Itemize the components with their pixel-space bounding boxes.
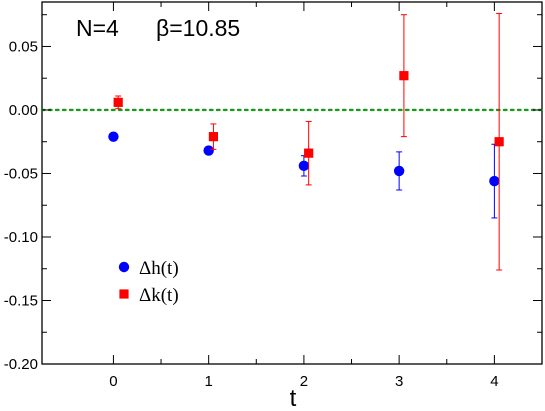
- legend-label-0: Δh(t): [139, 258, 179, 279]
- y-tick-label-3: -0.05: [4, 165, 38, 182]
- title-n: N=4: [76, 15, 119, 41]
- title-beta: β=10.85: [156, 15, 240, 41]
- x-axis-title: t: [290, 385, 297, 411]
- x-tick-label-3: 3: [395, 373, 403, 390]
- x-tick-label-2: 2: [300, 373, 308, 390]
- series-0: [108, 131, 500, 219]
- legend-marker-1: [119, 289, 129, 299]
- y-tick-label-0: -0.20: [4, 356, 38, 373]
- y-tick-label-4: 0.00: [9, 102, 38, 119]
- plot-frame: [41, 1, 543, 365]
- legend-label-1: Δk(t): [139, 285, 179, 306]
- y-tick-label-2: -0.10: [4, 229, 38, 246]
- series-0-point-4: [489, 175, 500, 187]
- series-1-point-4: [494, 137, 504, 147]
- x-tick-label-0: 0: [109, 373, 117, 390]
- series-1-point-2: [304, 148, 314, 158]
- series-1: [113, 12, 504, 271]
- y-tick-label-1: -0.15: [4, 292, 38, 309]
- series-0-point-3: [393, 165, 405, 177]
- series-1-point-3: [399, 71, 409, 81]
- legend-marker-0: [118, 261, 130, 273]
- series-1-point-0: [113, 97, 123, 107]
- x-tick-label-1: 1: [204, 373, 212, 390]
- series-0-point-0: [108, 131, 119, 142]
- y-tick-label-5: 0.05: [9, 38, 38, 55]
- series-0-point-1: [203, 145, 214, 156]
- x-tick-label-4: 4: [490, 373, 498, 390]
- series-1-point-1: [208, 132, 219, 142]
- series-0-point-2: [298, 160, 310, 172]
